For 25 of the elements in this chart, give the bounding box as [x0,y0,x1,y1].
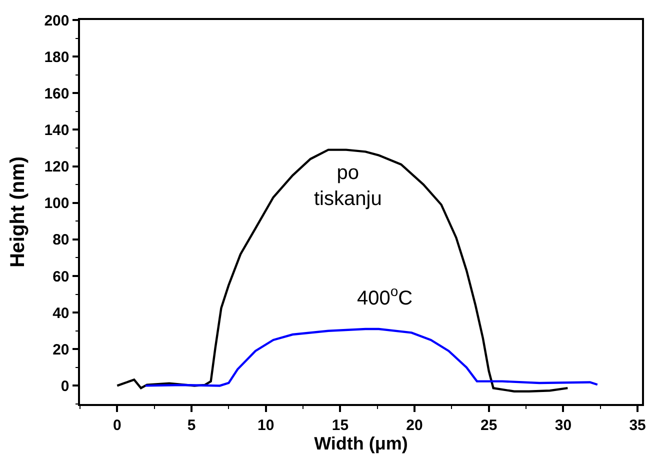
x-tick-label: 30 [554,416,572,434]
y-tick-label: 0 [60,378,70,395]
y-tick-label: 160 [44,85,70,102]
x-tick-label: 5 [187,416,196,434]
y-tick-label: 140 [44,122,70,139]
y-tick-label: 120 [44,158,70,176]
line-series [144,328,598,387]
y-tick-label: 40 [52,304,70,322]
y-tick-label: 80 [52,232,70,249]
x-tick-label: 0 [113,416,122,434]
series-label: po tiskanju [314,162,382,210]
y-tick-label: 60 [52,268,70,286]
x-tick-label: 15 [332,416,349,434]
y-tick-label: 200 [44,12,70,30]
y-tick-label: 100 [44,195,70,212]
x-tick-label: 35 [629,416,646,434]
x-tick-label: 20 [406,416,423,434]
y-axis-title: Height (nm) [7,156,30,268]
x-tick-label: 25 [480,416,498,434]
y-tick-label: 20 [52,341,70,358]
x-axis-title: Width (μm) [314,434,408,454]
line-series [116,148,569,392]
x-tick-label: 10 [258,416,274,434]
y-tick-label: 180 [44,48,70,66]
series-label: 400$^{o}$C [357,283,413,310]
